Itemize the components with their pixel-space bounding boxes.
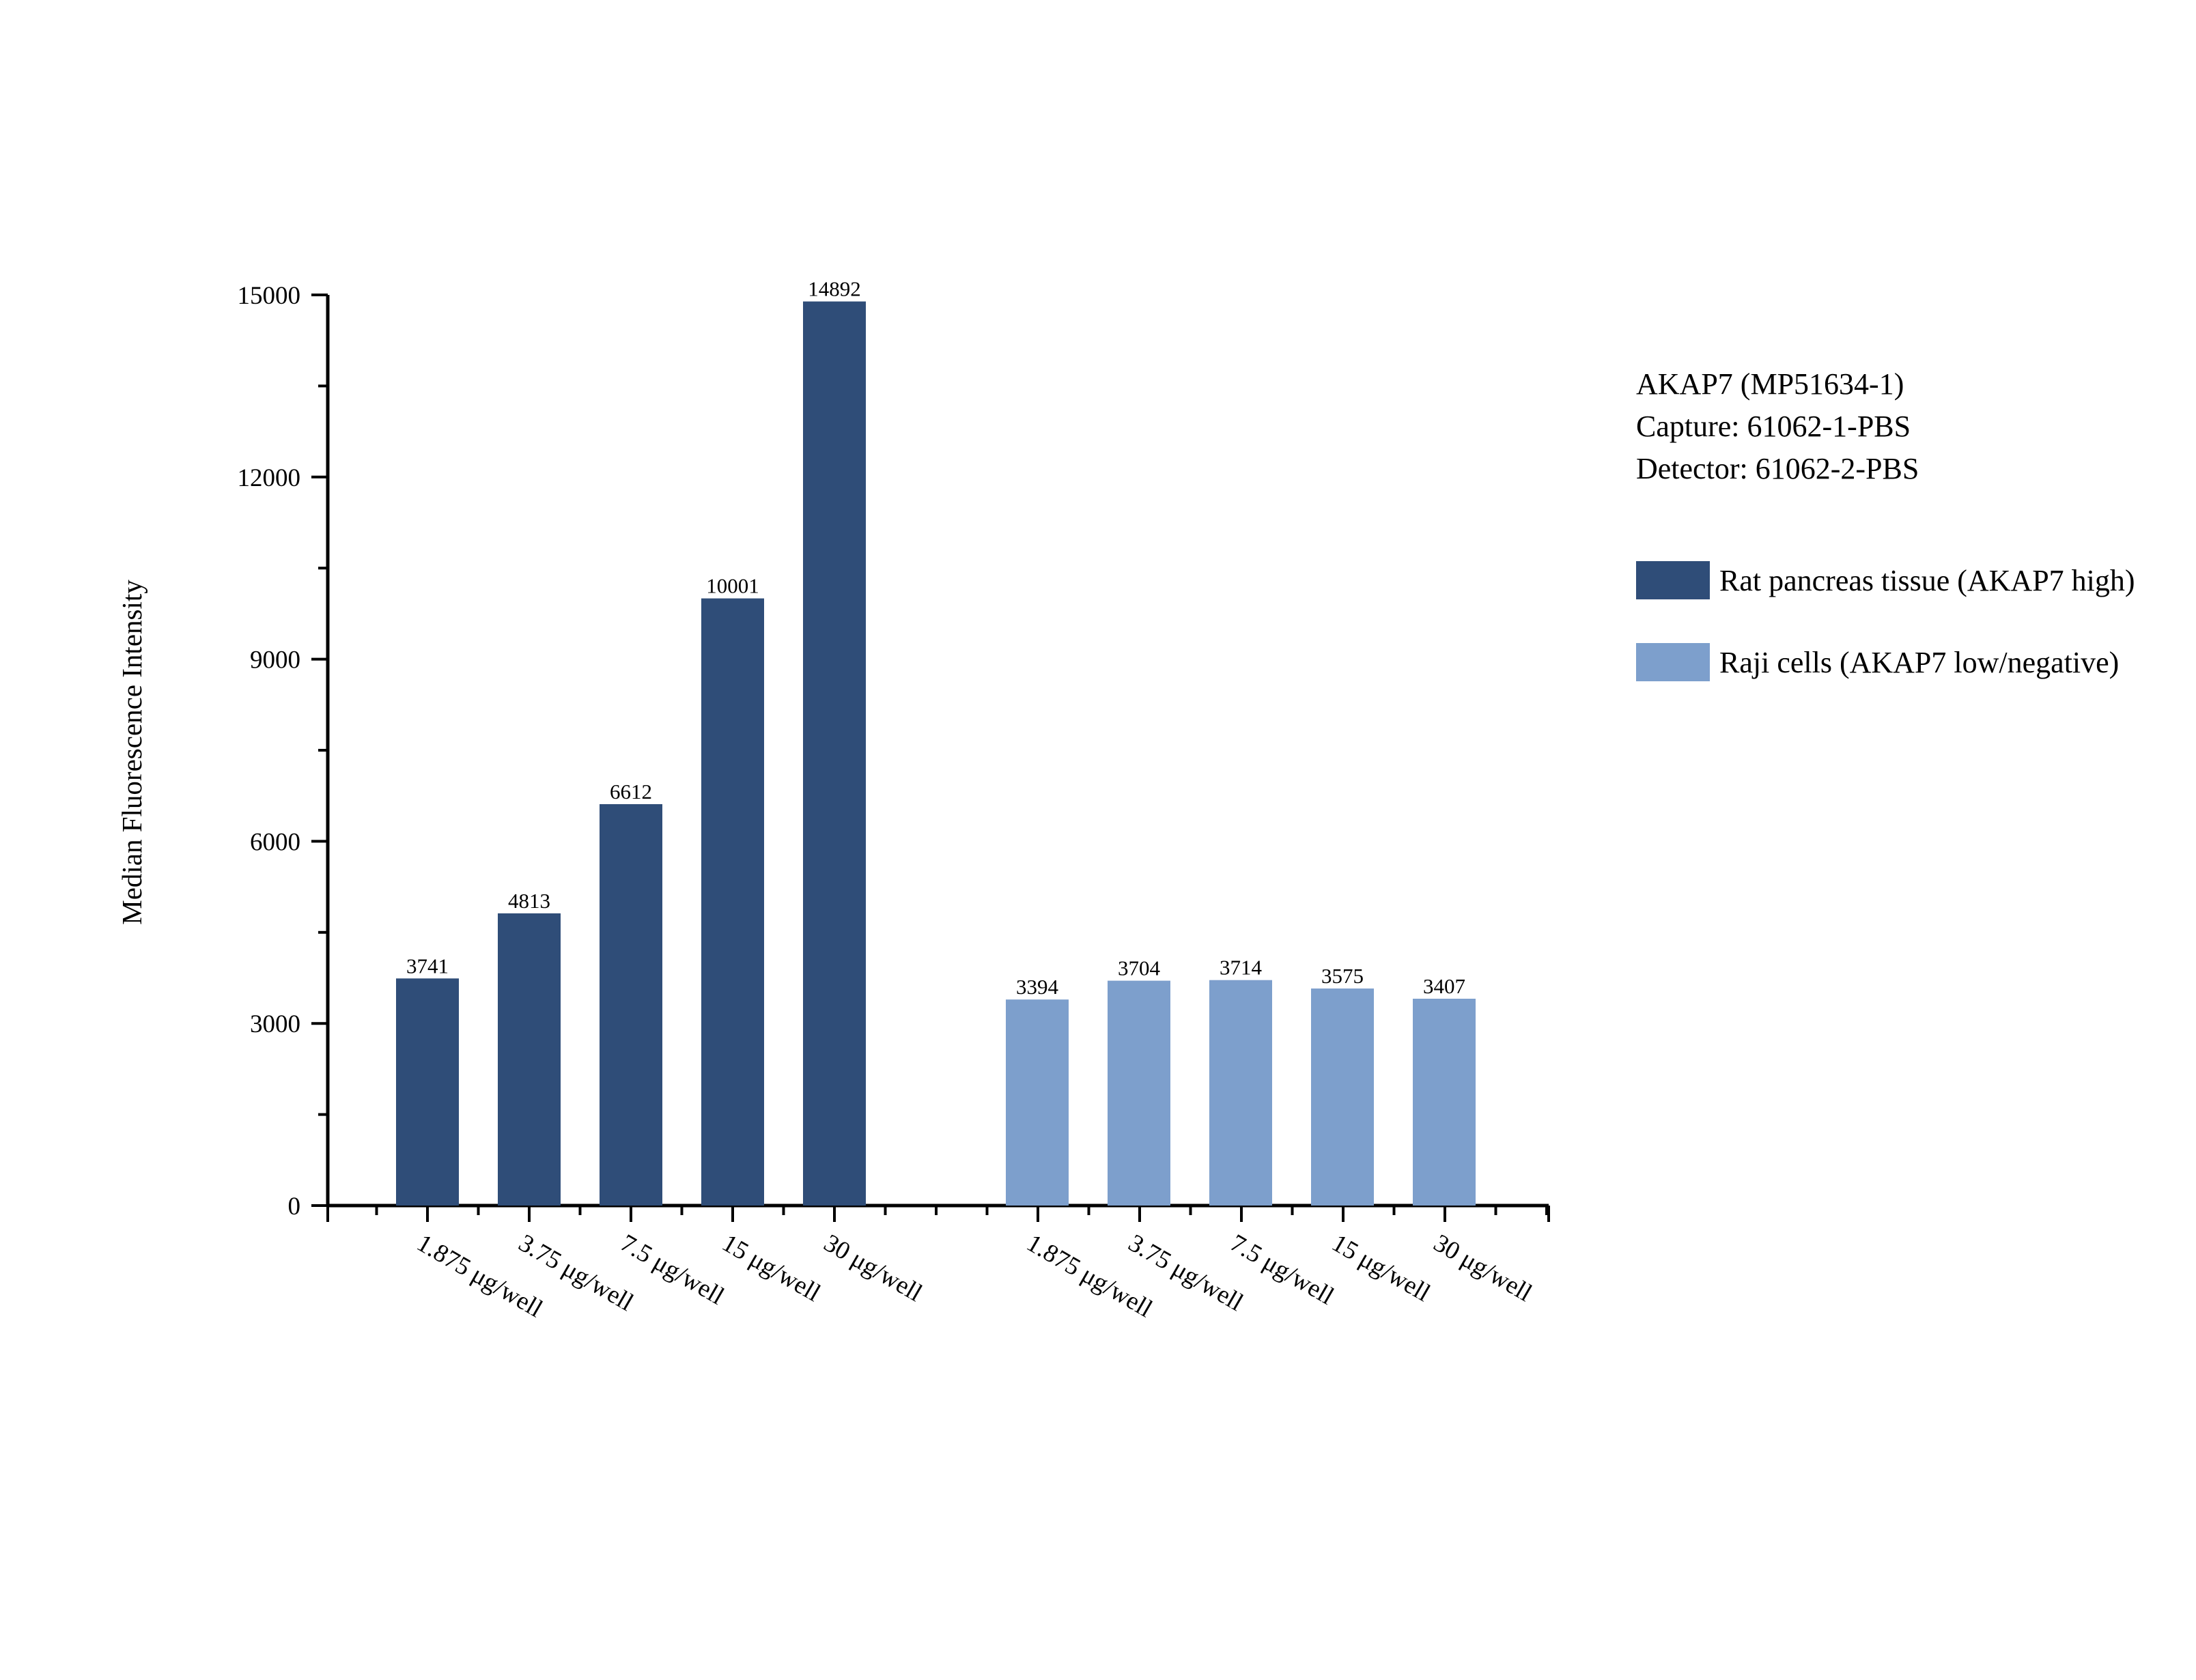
- assay-info: AKAP7 (MP51634-1) Capture: 61062-1-PBS D…: [1636, 363, 1919, 490]
- legend-label: Raji cells (AKAP7 low/negative): [1719, 645, 2120, 679]
- bar: [1413, 999, 1476, 1206]
- assay-info-line: AKAP7 (MP51634-1): [1636, 367, 1904, 401]
- bar: [1006, 999, 1069, 1206]
- x-tick-label: 30 μg/well: [819, 1229, 927, 1307]
- bar: [498, 913, 561, 1206]
- bar: [396, 978, 459, 1206]
- legend: Rat pancreas tissue (AKAP7 high) Raji ce…: [1636, 560, 2135, 724]
- x-tick-label: 15 μg/well: [1327, 1229, 1435, 1307]
- data-label: 4813: [508, 889, 550, 913]
- y-tick-label: 9000: [250, 646, 300, 674]
- legend-item: Rat pancreas tissue (AKAP7 high): [1636, 560, 2135, 601]
- legend-swatch: [1636, 643, 1710, 681]
- bar: [701, 598, 764, 1206]
- legend-swatch: [1636, 561, 1710, 599]
- y-tick-label: 3000: [250, 1010, 300, 1038]
- bar: [1209, 980, 1272, 1206]
- y-tick-label: 6000: [250, 828, 300, 856]
- data-label: 3407: [1423, 974, 1465, 998]
- bar: [1311, 988, 1374, 1206]
- bars: [396, 301, 1476, 1206]
- data-label: 3704: [1118, 956, 1161, 980]
- assay-info-line: Capture: 61062-1-PBS: [1636, 410, 1911, 443]
- x-tick-label: 30 μg/well: [1429, 1229, 1537, 1307]
- y-tick-label: 15000: [238, 282, 301, 310]
- data-label: 3714: [1220, 956, 1263, 980]
- bar: [600, 803, 662, 1206]
- bar: [803, 301, 866, 1206]
- x-tick-label: 15 μg/well: [718, 1229, 826, 1307]
- y-tick-label: 0: [288, 1193, 301, 1221]
- legend-label: Rat pancreas tissue (AKAP7 high): [1719, 563, 2135, 597]
- assay-info-line: Detector: 61062-2-PBS: [1636, 452, 1919, 485]
- data-label: 6612: [610, 780, 652, 803]
- data-label: 14892: [808, 277, 861, 301]
- y-tick-label: 12000: [238, 464, 301, 492]
- data-label: 3741: [406, 954, 449, 978]
- legend-item: Raji cells (AKAP7 low/negative): [1636, 642, 2135, 683]
- data-label: 3575: [1321, 964, 1364, 988]
- y-axis-label: Median Fluorescence Intensity: [116, 580, 147, 925]
- data-label: 10001: [706, 574, 759, 598]
- bar: [1108, 980, 1170, 1206]
- data-label: 3394: [1016, 975, 1059, 999]
